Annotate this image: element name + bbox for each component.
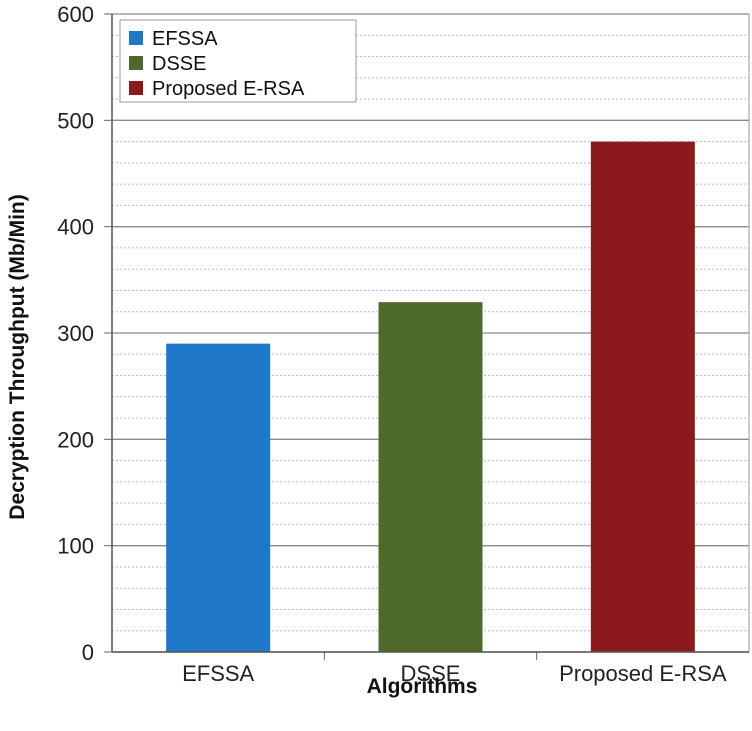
- y-axis-title: Decryption Throughput (Mb/Min): [6, 194, 29, 519]
- x-tick-label: EFSSA: [182, 661, 254, 686]
- bar-proposed-e-rsa: [590, 141, 695, 652]
- legend-box: [119, 19, 357, 103]
- legend-swatch-proposed-e-rsa: [129, 81, 143, 95]
- legend-label-efssa: EFSSA: [152, 28, 218, 50]
- legend-label-proposed-e-rsa: Proposed E-RSA: [152, 78, 305, 100]
- y-tick-label: 100: [57, 534, 94, 559]
- bars: [166, 141, 695, 652]
- x-tick-labels: EFSSA DSSE Proposed E-RSA: [182, 652, 727, 686]
- y-tick-label: 600: [57, 2, 94, 27]
- x-axis-title: Algorithms: [367, 675, 478, 698]
- y-tick-label: 0: [82, 640, 94, 665]
- x-tick-label: DSSE: [401, 661, 461, 686]
- legend: EFSSA DSSE Proposed E-RSA: [119, 19, 357, 103]
- y-tick-labels: 0 100 200 300 400 500 600: [57, 2, 112, 665]
- legend-label-dsse: DSSE: [152, 53, 206, 75]
- y-tick-label: 300: [57, 321, 94, 346]
- y-tick-label: 500: [57, 108, 94, 133]
- y-tick-label: 200: [57, 427, 94, 452]
- legend-swatch-efssa: [129, 31, 143, 45]
- bar-dsse: [378, 302, 483, 652]
- bar-efssa: [166, 343, 271, 652]
- x-tick-label: Proposed E-RSA: [559, 661, 727, 686]
- legend-swatch-dsse: [129, 56, 143, 70]
- y-tick-label: 400: [57, 215, 94, 240]
